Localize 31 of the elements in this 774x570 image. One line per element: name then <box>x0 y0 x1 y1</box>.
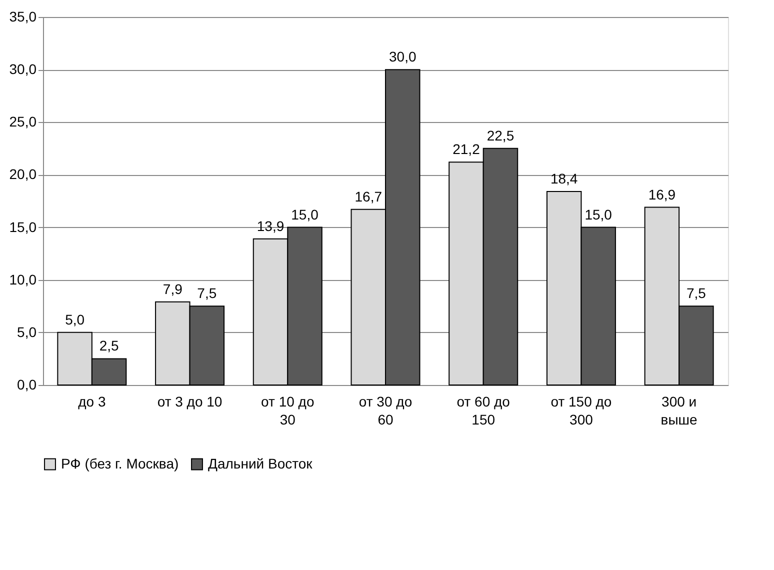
y-tick-label: 5,0 <box>17 324 37 340</box>
data-label: 7,9 <box>162 280 183 297</box>
data-label: 15,0 <box>584 206 612 222</box>
data-label: 13,9 <box>256 218 284 234</box>
legend-label: РФ (без г. Москва) <box>61 455 179 472</box>
x-tick-label: от 10 до 30 <box>261 394 314 428</box>
data-label: 7,5 <box>197 285 217 302</box>
data-label: 21,2 <box>452 141 480 158</box>
x-tick-label: до 3 <box>78 394 106 410</box>
x-tick-label: от 30 до 60 <box>358 394 412 428</box>
data-label: 16,7 <box>354 188 382 204</box>
data-label: 15,0 <box>291 206 319 222</box>
data-label: 18,4 <box>550 170 578 187</box>
x-tick-label: от 60 до 150 <box>456 394 510 428</box>
y-tick-label: 35,0 <box>9 8 37 24</box>
y-tick-label: 30,0 <box>9 61 37 78</box>
y-tick-label: 0,0 <box>17 376 37 392</box>
y-tick-label: 20,0 <box>9 166 37 182</box>
data-label: 22,5 <box>486 127 514 144</box>
data-label: 7,5 <box>686 285 706 302</box>
data-label: 30,0 <box>389 48 416 65</box>
y-tick-label: 15,0 <box>9 218 37 235</box>
data-label: 5,0 <box>65 311 85 328</box>
x-tick-label: 300 и выше <box>660 394 698 428</box>
x-tick-label: от 150 до 300 <box>550 394 612 428</box>
data-label: 16,9 <box>648 186 676 202</box>
y-tick-label: 10,0 <box>9 271 37 288</box>
data-label: 2,5 <box>99 338 119 354</box>
y-tick-label: 25,0 <box>9 114 37 130</box>
x-tick-label: от 3 до 10 <box>157 394 222 410</box>
legend-label: Дальний Восток <box>208 455 314 472</box>
